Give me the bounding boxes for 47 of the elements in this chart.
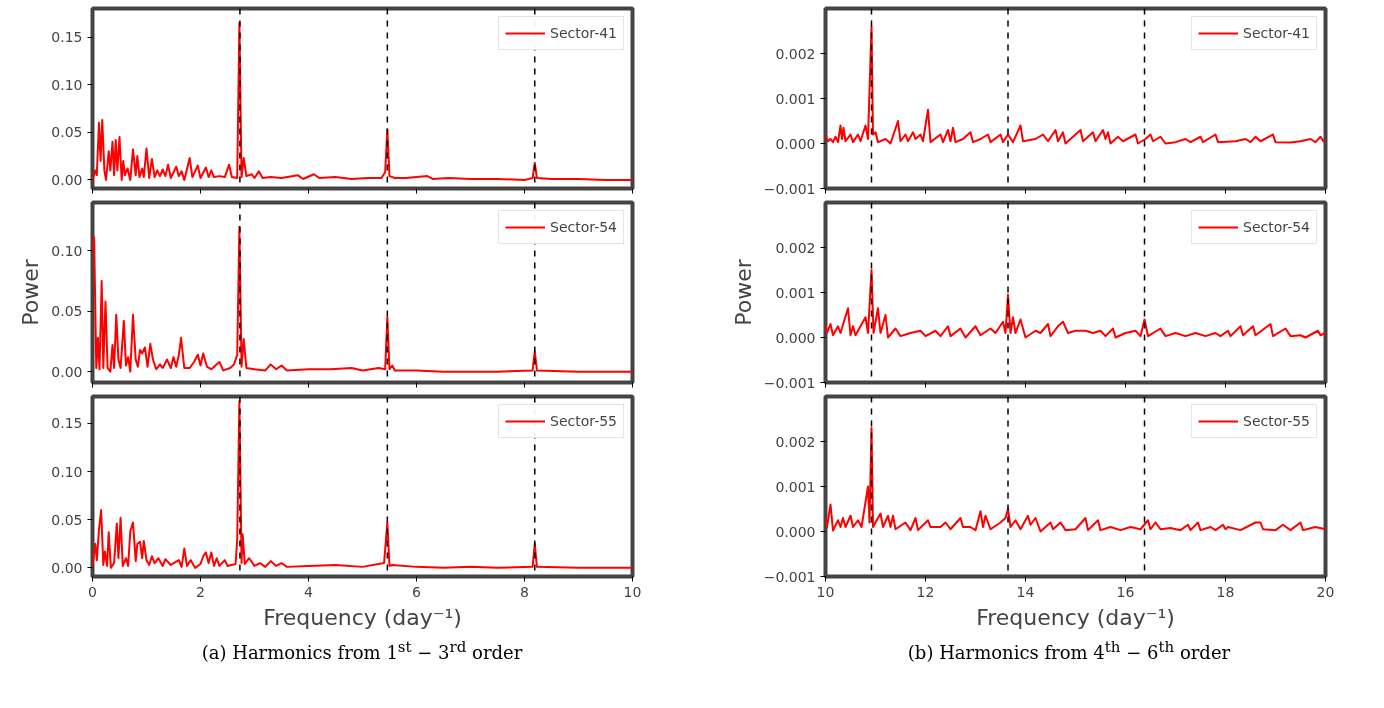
y-tick-label: 0.002: [775, 239, 816, 256]
y-axis-title: Power: [730, 258, 756, 326]
text: (b) Harmonics from 4$^{th}$ − 6$^{th}$ order: [906, 637, 1232, 665]
x-axis-title: Frequency (day⁻¹): [263, 604, 462, 630]
x-tick-label: 12: [916, 583, 935, 600]
y-tick-label: 0.10: [51, 463, 83, 480]
legend-label: Sector-55: [550, 413, 617, 429]
legend-label: Sector-55: [1243, 413, 1310, 429]
y-tick-label: 0.002: [775, 433, 816, 450]
y-tick-label: 0.15: [51, 415, 83, 432]
x-tick-label: 8: [520, 583, 529, 600]
x-tick-label: 10: [816, 583, 835, 600]
y-tick-label: 0.05: [51, 124, 83, 141]
y-tick-label: 0.001: [775, 284, 816, 301]
x-tick-label: 4: [304, 583, 314, 600]
y-tick-label: 0.000: [775, 329, 816, 346]
legend-label: Sector-41: [550, 25, 617, 41]
y-tick-label: 0.002: [775, 45, 816, 62]
y-tick-label: 0.05: [51, 303, 83, 320]
y-axis-title: Power: [18, 258, 44, 326]
x-tick-label: 6: [412, 583, 422, 600]
text: (a) Harmonics from 1$^{st}$ − 3$^{rd}$ order: [200, 637, 524, 665]
y-tick-label: 0.15: [51, 29, 83, 46]
y-tick-label: 0.00: [51, 171, 83, 188]
x-tick-label: 14: [1016, 583, 1035, 600]
y-tick-label: 0.000: [775, 523, 816, 540]
y-tick-label: 0.10: [51, 242, 83, 259]
y-tick-label: −0.001: [763, 568, 816, 585]
legend-label: Sector-54: [550, 219, 617, 235]
x-tick-label: 2: [196, 583, 205, 600]
legend-label: Sector-54: [1243, 219, 1310, 235]
legend-label: Sector-41: [1243, 25, 1310, 41]
y-tick-label: −0.001: [763, 180, 816, 197]
x-tick-label: 18: [1216, 583, 1235, 600]
x-tick-label: 20: [1316, 583, 1335, 600]
x-tick-label: 10: [623, 583, 642, 600]
y-tick-label: 0.00: [51, 559, 83, 576]
y-tick-label: 0.00: [51, 363, 83, 380]
y-tick-label: 0.10: [51, 76, 83, 93]
y-tick-label: 0.000: [775, 135, 816, 152]
x-tick-label: 16: [1116, 583, 1135, 600]
y-tick-label: 0.001: [775, 478, 816, 495]
y-tick-label: 0.001: [775, 90, 816, 107]
y-tick-label: 0.05: [51, 511, 83, 528]
x-axis-title: Frequency (day⁻¹): [976, 604, 1175, 630]
y-tick-label: −0.001: [763, 374, 816, 391]
x-tick-label: 0: [88, 583, 97, 600]
